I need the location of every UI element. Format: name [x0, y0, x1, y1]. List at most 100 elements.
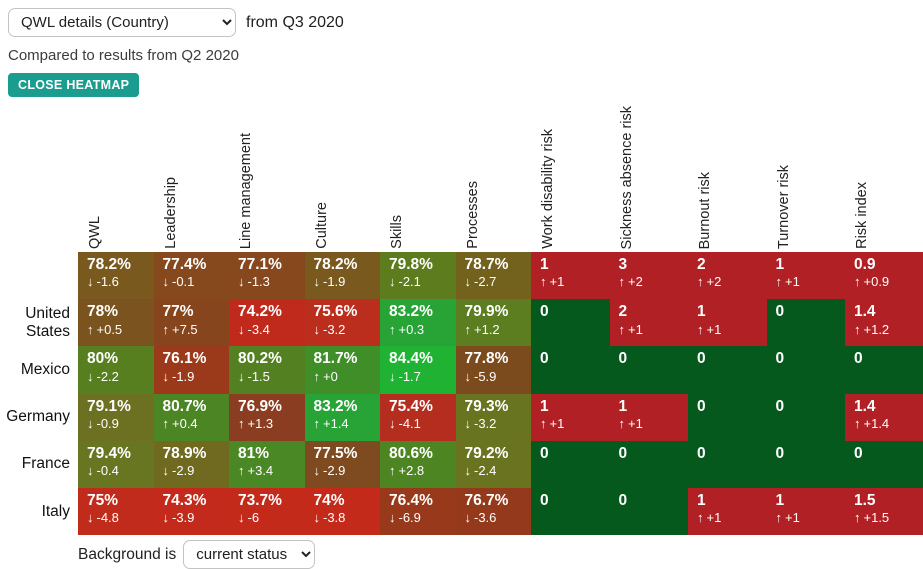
arrow-down-icon: ↓ [87, 463, 94, 479]
heatmap-cell[interactable]: 76.7% ↓ -3.6 [455, 487, 531, 536]
cell-value: 1.4 [854, 397, 876, 415]
heatmap-cell[interactable]: 1 ↑ +1 [688, 299, 767, 347]
heatmap-cell[interactable]: 0 [609, 440, 688, 488]
arrow-up-icon: ↑ [775, 274, 783, 290]
cell-value: 1.4 [854, 303, 876, 321]
cell-delta-value: +1 [628, 415, 643, 431]
heatmap-cell[interactable]: 78.2% ↓ -1.9 [304, 252, 380, 300]
cell-delta: ↓ -3.8 [314, 510, 377, 526]
heatmap-cell[interactable]: 1 ↑ +1 [531, 393, 610, 441]
heatmap-cell[interactable]: 0 [766, 440, 845, 488]
cell-delta-value: -1.9 [323, 274, 346, 290]
heatmap-cell[interactable]: 0 [609, 346, 688, 394]
heatmap-cell[interactable]: 80% ↓ -2.2 [78, 346, 154, 394]
heatmap-cell[interactable]: 83.2% ↑ +0.3 [380, 299, 456, 347]
heatmap-cell[interactable]: 78.9% ↓ -2.9 [153, 440, 229, 488]
row-label: United States [25, 304, 70, 340]
heatmap-cell[interactable]: 77.5% ↓ -2.9 [304, 440, 380, 488]
heatmap-cell[interactable]: 75.6% ↓ -3.2 [304, 299, 380, 347]
heatmap-cell[interactable]: 77.8% ↓ -5.9 [455, 346, 531, 394]
cell-value: 1 [540, 397, 549, 415]
cell-delta-value: -4.8 [96, 510, 119, 526]
heatmap-cell[interactable]: 0 [531, 487, 610, 536]
heatmap-cell[interactable]: 74.2% ↓ -3.4 [229, 299, 305, 347]
heatmap-cell[interactable]: 1 ↑ +1 [609, 393, 688, 441]
heatmap-cell[interactable]: 79.2% ↓ -2.4 [455, 440, 531, 488]
cell-delta-value: -3.9 [172, 510, 195, 526]
heatmap-cell[interactable]: 0 [766, 346, 845, 394]
heatmap-cell[interactable]: 79.9% ↑ +1.2 [455, 299, 531, 347]
heatmap-cell[interactable]: 1 ↑ +1 [531, 252, 610, 300]
heatmap-cell[interactable]: 73.7% ↓ -6 [229, 487, 305, 536]
heatmap-cell[interactable]: 78.7% ↓ -2.7 [455, 252, 531, 300]
cell-value: 78.9% [162, 444, 207, 462]
heatmap-cell[interactable]: 77% ↑ +7.5 [153, 299, 229, 347]
column-header: Turnover risk [767, 95, 846, 252]
heatmap-cell[interactable]: 80.6% ↑ +2.8 [380, 440, 456, 488]
heatmap-cell[interactable]: 79.8% ↓ -2.1 [380, 252, 456, 300]
heatmap-cell[interactable]: 0.9 ↑ +0.9 [845, 252, 923, 300]
heatmap-cell[interactable]: 1 ↑ +1 [766, 487, 845, 536]
heatmap-cell[interactable]: 78.2% ↓ -1.6 [78, 252, 154, 300]
heatmap-cell[interactable]: 80.2% ↓ -1.5 [229, 346, 305, 394]
cell-delta-value: +2 [706, 274, 722, 290]
heatmap-cell[interactable]: 77.1% ↓ -1.3 [229, 252, 305, 300]
heatmap-cell[interactable]: 0 [766, 299, 845, 347]
heatmap-cell[interactable]: 1.5 ↑ +1.5 [845, 487, 923, 536]
cell-delta: ↑ +1 [776, 510, 842, 526]
heatmap-cell[interactable]: 77.4% ↓ -0.1 [153, 252, 229, 300]
cell-value: 78.2% [87, 256, 131, 273]
heatmap-cell[interactable]: 0 [688, 346, 767, 394]
compare-period-label: Compared to results from Q2 2020 [8, 47, 239, 64]
top-controls: QWL details (Country) from Q3 2020 [0, 0, 923, 37]
heatmap-cell[interactable]: 76.1% ↓ -1.9 [153, 346, 229, 394]
heatmap-cell[interactable]: 79.3% ↓ -3.2 [455, 393, 531, 441]
heatmap-cell[interactable]: 83.2% ↑ +1.4 [304, 393, 380, 441]
heatmap-cell[interactable]: 0 [531, 346, 610, 394]
heatmap-cell[interactable]: 80.7% ↑ +0.4 [153, 393, 229, 441]
cell-value: 0 [775, 397, 785, 415]
heatmap-cell[interactable]: 76.4% ↓ -6.9 [380, 487, 456, 536]
heatmap-cell[interactable]: 74% ↓ -3.8 [304, 487, 380, 536]
cell-delta: ↓ -2.1 [389, 274, 452, 290]
heatmap-cell[interactable]: 75.4% ↓ -4.1 [380, 393, 456, 441]
view-select[interactable]: QWL details (Country) [8, 8, 236, 37]
heatmap-cell[interactable]: 0 [845, 440, 923, 488]
heatmap-cell[interactable]: 0 [688, 440, 767, 488]
heatmap-cell[interactable]: 2 ↑ +1 [609, 299, 688, 347]
column-header: Risk index [845, 95, 923, 252]
heatmap-cell[interactable]: 2 ↑ +2 [688, 252, 767, 300]
heatmap-cell[interactable]: 1 ↑ +1 [766, 252, 845, 300]
cell-delta: ↑ +1 [697, 510, 763, 526]
heatmap-cell[interactable]: 0 [531, 440, 610, 488]
cell-value: 0 [697, 444, 706, 462]
background-mode-select[interactable]: current status [183, 540, 316, 569]
heatmap-cell[interactable]: 0 [766, 393, 845, 441]
cell-delta-value: +1.2 [863, 321, 890, 337]
heatmap-cell[interactable]: 74.3% ↓ -3.9 [153, 487, 229, 536]
heatmap-cell[interactable]: 1.4 ↑ +1.4 [845, 393, 923, 441]
close-heatmap-button[interactable]: CLOSE HEATMAP [8, 73, 140, 97]
heatmap-cell[interactable]: 1 ↑ +1 [688, 487, 767, 536]
heatmap-cell[interactable]: 81% ↑ +3.4 [229, 440, 305, 488]
heatmap-cell[interactable]: 79.1% ↓ -0.9 [78, 393, 154, 441]
heatmap-cell[interactable]: 76.9% ↑ +1.3 [229, 393, 305, 441]
heatmap-cell[interactable]: 0 [688, 393, 767, 441]
heatmap-cell[interactable]: 0 [531, 299, 610, 347]
heatmap-cell[interactable]: 0 [845, 346, 923, 394]
cell-value: 0 [618, 491, 628, 509]
heatmap-cell[interactable]: 1.4 ↑ +1.2 [845, 299, 923, 347]
heatmap-cell[interactable]: 79.4% ↓ -0.4 [78, 440, 154, 488]
cell-value: 78.7% [464, 256, 509, 273]
cell-delta-value: -6 [247, 510, 260, 526]
cell-delta: ↑ +7.5 [163, 322, 226, 338]
cell-value: 0 [854, 350, 863, 368]
heatmap-cell[interactable]: 0 [609, 487, 688, 536]
heatmap-cell[interactable]: 81.7% ↑ +0 [304, 346, 380, 394]
heatmap-cell[interactable]: 75% ↓ -4.8 [78, 487, 154, 536]
heatmap-cell[interactable]: 3 ↑ +2 [609, 252, 688, 300]
heatmap-cell[interactable]: 78% ↑ +0.5 [78, 299, 154, 347]
cell-delta: ↑ +1.4 [854, 416, 920, 432]
cell-delta-value: +1 [706, 510, 722, 526]
heatmap-cell[interactable]: 84.4% ↓ -1.7 [380, 346, 456, 394]
